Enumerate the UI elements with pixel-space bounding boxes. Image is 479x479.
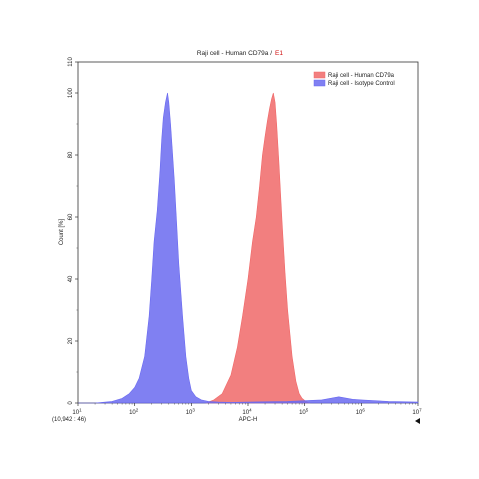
x-axis: 101 102 103 104 105 106 107 — [72, 403, 422, 416]
x-tick-label: 107 — [412, 408, 422, 417]
series-area-2 — [78, 92, 419, 404]
y-tick-label: 110 — [68, 57, 74, 67]
x-tick-label: 104 — [242, 408, 252, 417]
y-axis: 0 20 40 60 80 100 110 — [68, 57, 78, 405]
y-tick-label: 40 — [68, 275, 74, 282]
y-tick-label: 0 — [68, 401, 74, 405]
y-tick-label: 20 — [68, 337, 74, 344]
chart-title: Raji cell - Human CD79a / — [197, 50, 272, 57]
x-tick-label: 106 — [356, 408, 366, 417]
legend: Raji cell - Human CD79a Raji cell - Isoty… — [313, 71, 395, 87]
x-tick-label: 103 — [186, 408, 196, 417]
legend-label: Raji cell - Human CD79a — [328, 73, 395, 79]
y-tick-label: 80 — [68, 151, 74, 158]
x-tick-label: 102 — [129, 408, 139, 417]
x-tick-label: 101 — [72, 408, 82, 417]
y-tick-label: 100 — [68, 87, 74, 98]
legend-swatch — [313, 79, 326, 87]
scroll-left-icon[interactable] — [415, 418, 420, 424]
y-axis-label: Count [%] — [59, 219, 65, 246]
x-tick-label: 105 — [299, 408, 309, 417]
histogram-areas — [78, 92, 419, 404]
legend-label: Raji cell - Isotype Control — [328, 81, 395, 87]
series-area-1 — [205, 92, 311, 404]
y-tick-label: 60 — [68, 213, 74, 220]
legend-swatch — [313, 71, 326, 79]
x-axis-label: APC-H — [239, 417, 258, 423]
chart-title-suffix: E1 — [275, 50, 283, 57]
coordinate-readout: (10,942 : 46) — [52, 417, 86, 423]
